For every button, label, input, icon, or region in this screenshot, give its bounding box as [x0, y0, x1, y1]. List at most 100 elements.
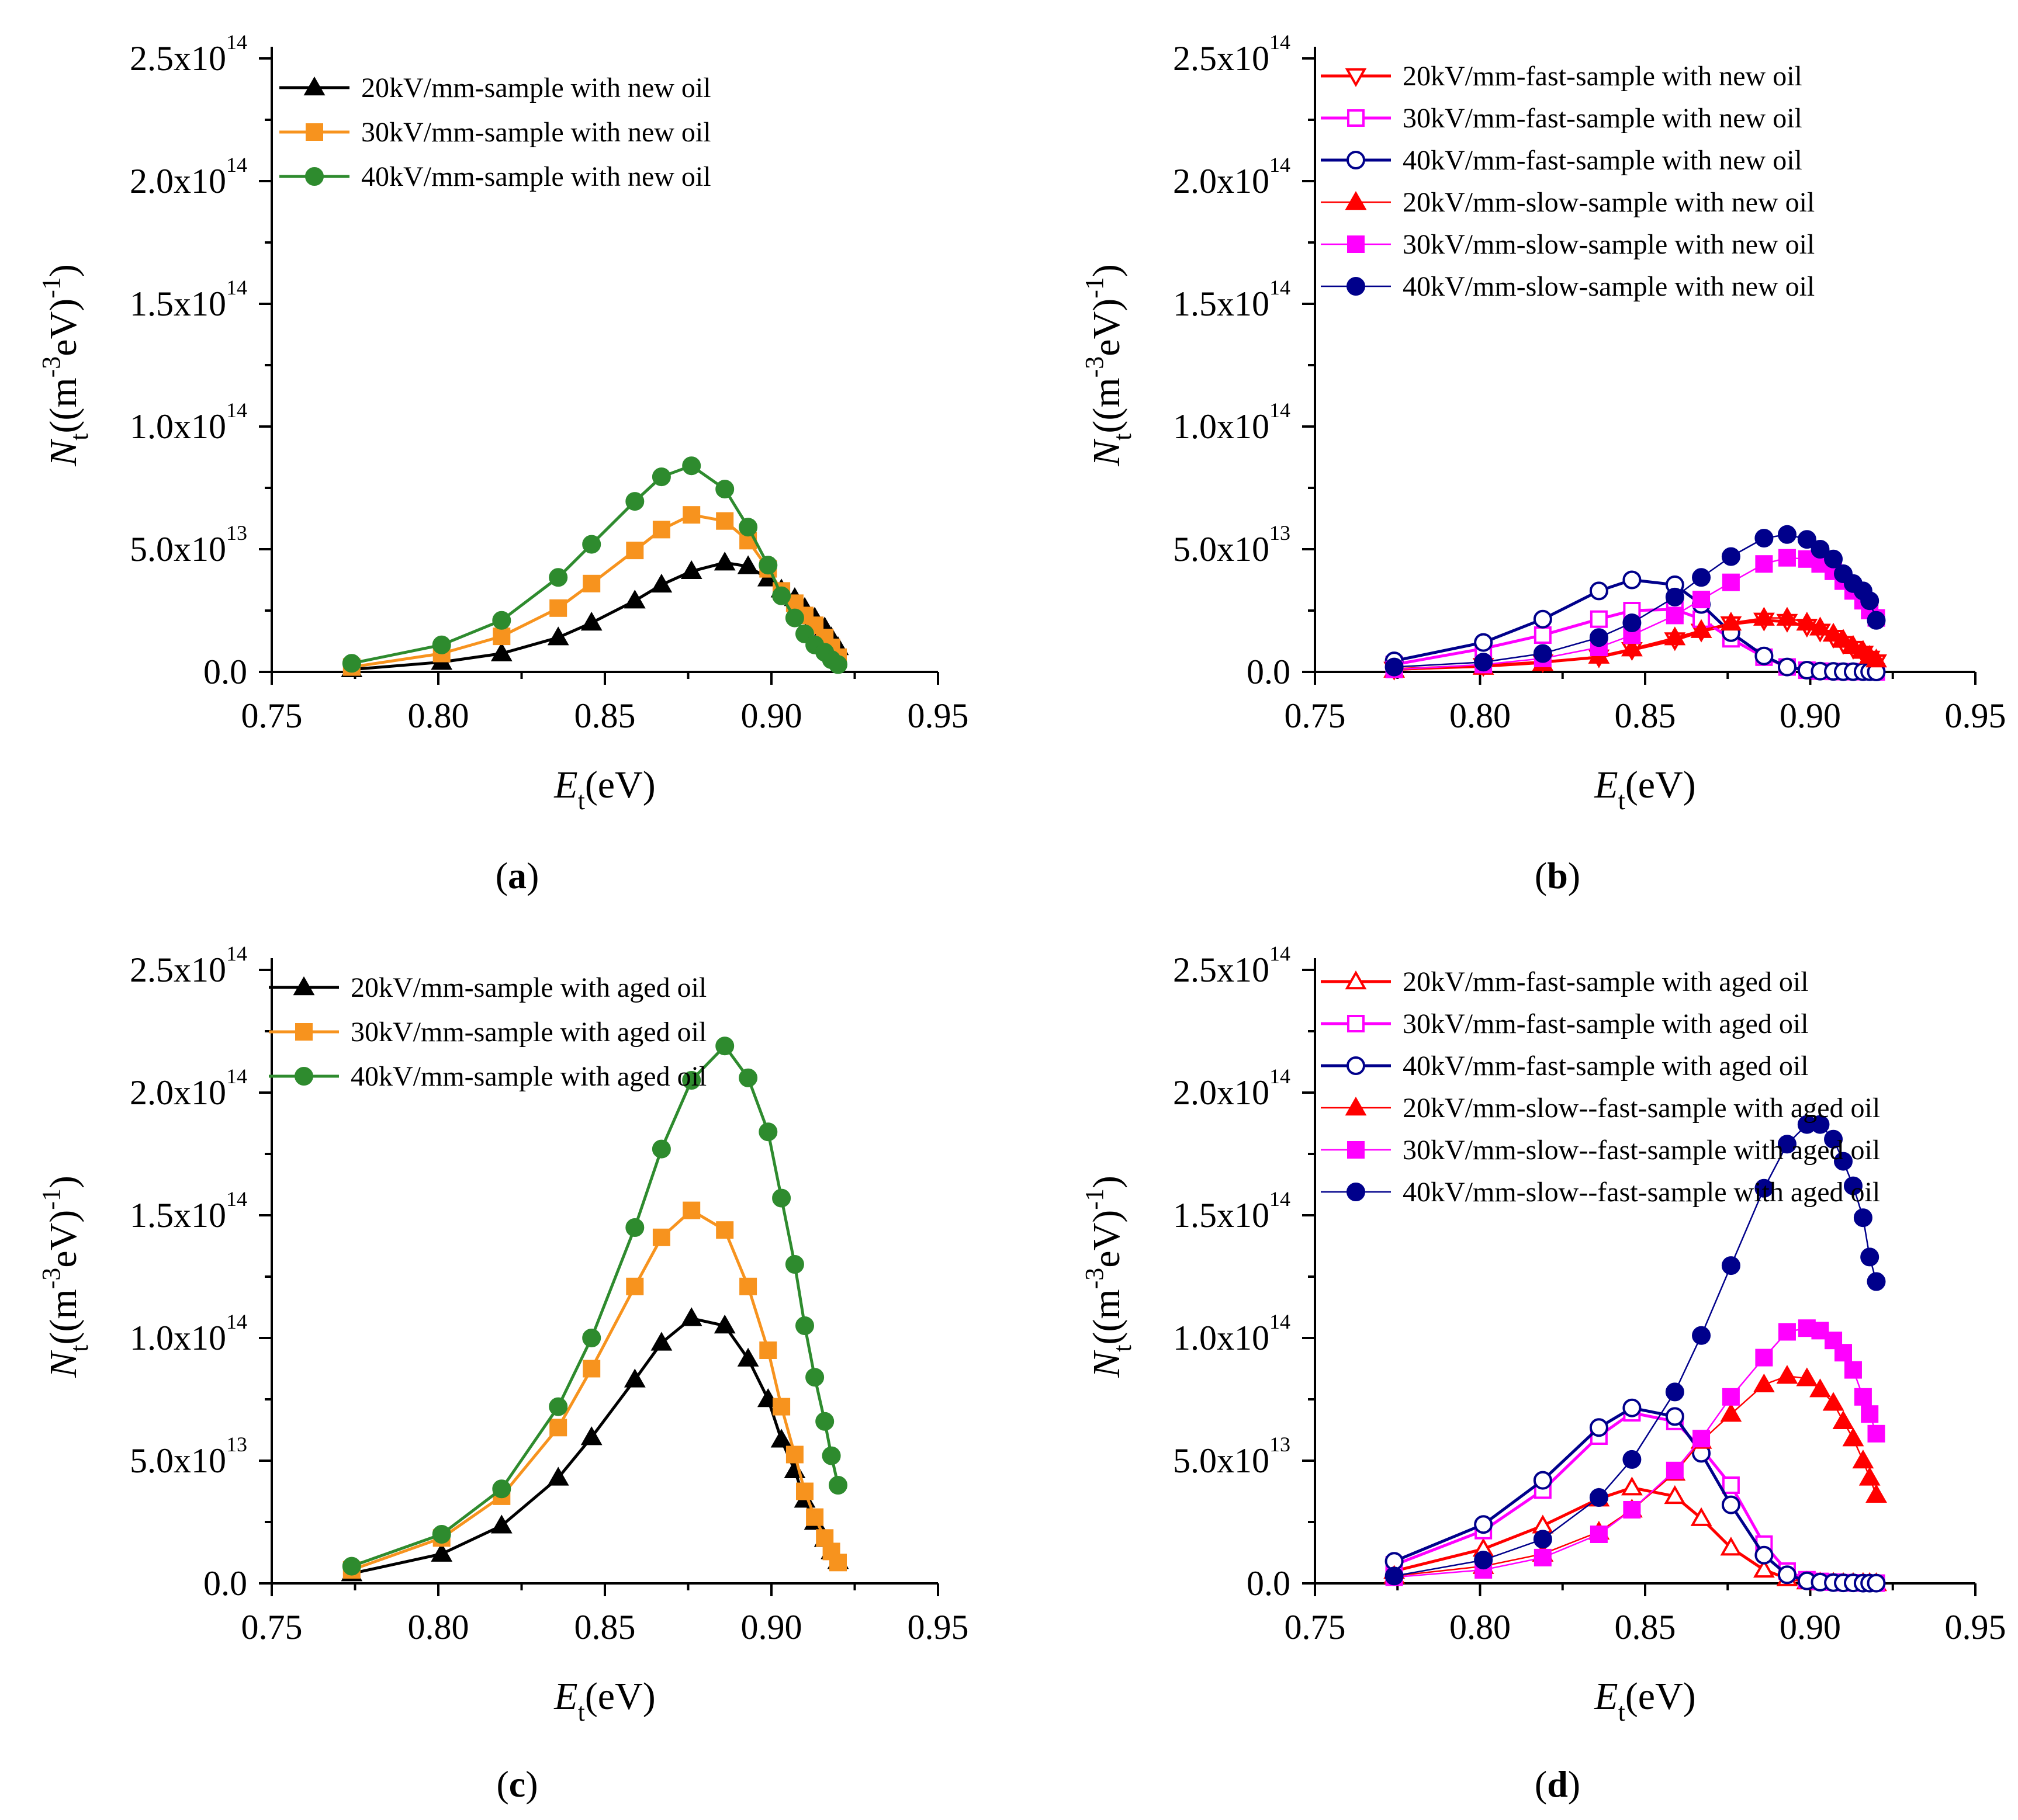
y-tick-label: 0.0 [203, 1564, 247, 1603]
y-tick-mantissa: 2.5x10 [130, 39, 226, 78]
y-tick-label: 0.0 [203, 653, 247, 691]
legend-item: 20kV/mm-fast-sample with aged oil [1321, 966, 1809, 997]
data-point [1590, 1526, 1608, 1543]
data-point [1754, 1545, 1774, 1565]
y-tick-mantissa: 5.0x10 [1173, 530, 1269, 568]
y-axis-unit-tail: ) [1085, 1176, 1128, 1188]
legend-marker [1347, 1015, 1365, 1032]
legend-marker [1347, 235, 1365, 253]
legend-item: 30kV/mm-fast-sample with aged oil [1321, 1008, 1809, 1039]
x-axis-unit: (eV) [585, 764, 656, 806]
y-tick-label: 2.5x1014 [130, 30, 247, 78]
y-axis-exponent: -1 [37, 277, 65, 299]
legend-label: 40kV/mm-slow--fast-sample with aged oil [1403, 1177, 1880, 1208]
series-3 [1384, 1398, 1886, 1593]
data-point [1474, 633, 1493, 652]
data-point [1692, 1430, 1711, 1448]
data-point [1621, 1476, 1643, 1496]
series-2 [1385, 1404, 1885, 1592]
data-point [1853, 1208, 1872, 1228]
y-tick-label: 1.0x1014 [1173, 398, 1290, 446]
legend-item: 30kV/mm-slow-sample with new oil [1321, 229, 1815, 260]
data-point [583, 1360, 601, 1378]
data-point [1809, 1378, 1831, 1398]
data-point [624, 590, 646, 609]
legend-marker [1345, 191, 1367, 210]
data-point [549, 599, 567, 617]
legend-item: 40kV/mm-sample with aged oil [269, 1061, 707, 1092]
x-tick-label: 0.95 [1945, 696, 2006, 735]
legend-label: 30kV/mm-fast-sample with new oil [1403, 103, 1802, 134]
y-tick-exponent: 13 [1269, 1433, 1290, 1456]
data-point [770, 1429, 792, 1448]
data-point [1858, 1467, 1881, 1486]
y-axis-exponent: -1 [37, 1188, 65, 1210]
x-tick-label: 0.75 [1285, 696, 1346, 735]
series-3 [342, 456, 847, 674]
y-tick-mantissa: 5.0x10 [1173, 1441, 1269, 1480]
x-tick-label: 0.95 [908, 696, 969, 735]
caption-letter: a [508, 855, 527, 896]
data-point [625, 492, 645, 511]
y-axis-title: Nt((m-3eV)-1) [37, 264, 94, 467]
y-axis-unit: ((m [1085, 377, 1128, 433]
y-axis-symbol: N [1085, 438, 1128, 467]
y-axis-unit: ((m [42, 377, 85, 433]
caption-paren: ) [527, 855, 539, 896]
data-point [1692, 591, 1711, 609]
y-tick-label: 2.5x1014 [1173, 30, 1290, 78]
y-axis-subscript: t [1108, 434, 1137, 441]
data-point [1384, 657, 1404, 677]
data-point [1621, 637, 1643, 657]
y-tick-mantissa: 1.5x10 [1173, 1196, 1269, 1235]
legend-item: 40kV/mm-slow--fast-sample with aged oil [1321, 1177, 1880, 1208]
legend-label: 40kV/mm-sample with new oil [361, 161, 711, 192]
caption-paren: ) [1568, 1763, 1580, 1805]
y-tick-label: 0.0 [1247, 1564, 1290, 1603]
data-point [1474, 1551, 1493, 1570]
data-point [716, 1221, 734, 1239]
data-point [785, 608, 804, 628]
y-axis-subscript: t [65, 1345, 94, 1352]
chart-panel-c: 0.75 0.80 0.85 0.90 0.950.05.0x10131.0x10141… [37, 942, 969, 1805]
y-axis-unit: ((m [1085, 1289, 1128, 1344]
y-tick-mantissa: 2.0x10 [1173, 1073, 1269, 1112]
y-tick-label: 5.0x1013 [1173, 521, 1290, 568]
data-point [757, 1388, 779, 1408]
y-axis-unit: ((m [42, 1289, 85, 1344]
data-point [1867, 1573, 1886, 1593]
data-point [1384, 1566, 1404, 1586]
data-point [737, 555, 759, 574]
legend-label: 30kV/mm-sample with new oil [361, 117, 711, 148]
data-point [737, 1347, 759, 1367]
y-tick-exponent: 14 [226, 1065, 247, 1088]
data-point [1533, 644, 1552, 663]
data-point [829, 1554, 847, 1572]
panel-caption: (c) [496, 1763, 538, 1805]
x-tick-label: 0.85 [574, 696, 636, 735]
y-tick-mantissa: 2.5x10 [130, 951, 226, 989]
data-point [547, 626, 569, 646]
y-tick-exponent: 14 [1269, 276, 1290, 299]
y-tick-mantissa: 0.0 [203, 1564, 247, 1603]
data-point [1844, 1361, 1862, 1379]
y-tick-label: 5.0x1013 [1173, 1433, 1290, 1480]
y-axis-unit-mid: eV) [42, 299, 85, 356]
y-tick-exponent: 14 [1269, 30, 1290, 54]
y-axis-exponent: -1 [1080, 1188, 1109, 1210]
y-axis-exponent: -3 [1080, 1268, 1109, 1289]
data-point [1754, 646, 1774, 665]
y-tick-exponent: 14 [226, 942, 247, 965]
legend-label: 30kV/mm-slow-sample with new oil [1403, 229, 1815, 260]
chart-panel-d: 0.75 0.80 0.85 0.90 0.950.05.0x10131.0x10141… [1080, 942, 2006, 1805]
x-tick-label: 0.75 [241, 1608, 303, 1646]
y-axis-unit-mid: eV) [1085, 299, 1128, 356]
y-tick-exponent: 14 [1269, 1065, 1290, 1088]
y-tick-mantissa: 1.5x10 [130, 1196, 226, 1235]
y-tick-exponent: 14 [226, 153, 247, 176]
legend-label: 20kV/mm-slow-sample with new oil [1403, 187, 1815, 218]
data-point [1721, 1256, 1740, 1275]
data-point [1842, 1427, 1864, 1447]
legend-label: 20kV/mm-sample with new oil [361, 72, 711, 103]
series-3 [342, 1036, 847, 1576]
